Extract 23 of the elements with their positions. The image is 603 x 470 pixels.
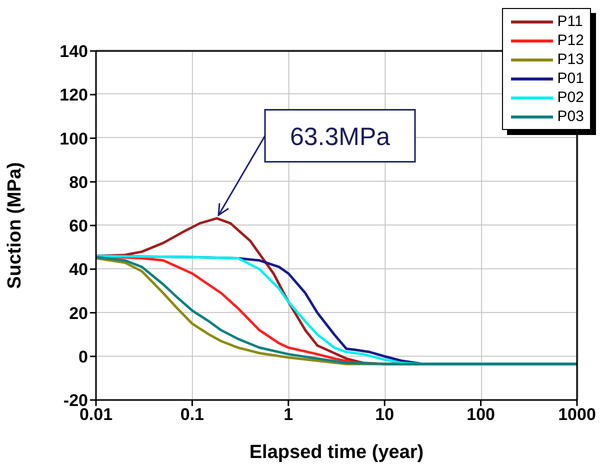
y-tick-label: 140: [60, 42, 88, 62]
y-tick-label: 120: [60, 86, 88, 105]
legend-label: P13: [557, 51, 584, 68]
legend-label: P12: [557, 32, 584, 49]
x-axis-title: Elapsed time (year): [249, 442, 424, 463]
x-tick-label: 10: [375, 405, 394, 424]
legend-label: P02: [557, 89, 584, 106]
y-tick-label: 100: [60, 129, 88, 148]
legend-label: P01: [557, 70, 584, 87]
y-tick-label: 80: [69, 172, 88, 192]
annotation: 63.3MPa: [290, 122, 390, 151]
y-axis-title: Suction (MPa): [4, 162, 26, 289]
y-tick-label: 60: [69, 216, 88, 236]
x-tick-label: 1: [284, 405, 294, 424]
legend-label: P03: [557, 108, 584, 125]
x-tick-label: 1000: [558, 405, 596, 424]
legend-label: P11: [557, 13, 583, 30]
y-tick-label: 20: [69, 304, 88, 323]
x-tick-label: 0.1: [180, 405, 204, 424]
y-tick-label: 40: [69, 260, 88, 280]
x-tick-label: 0.01: [79, 405, 113, 424]
y-tick-label: 0: [78, 347, 88, 366]
x-tick-label: 100: [466, 405, 495, 424]
